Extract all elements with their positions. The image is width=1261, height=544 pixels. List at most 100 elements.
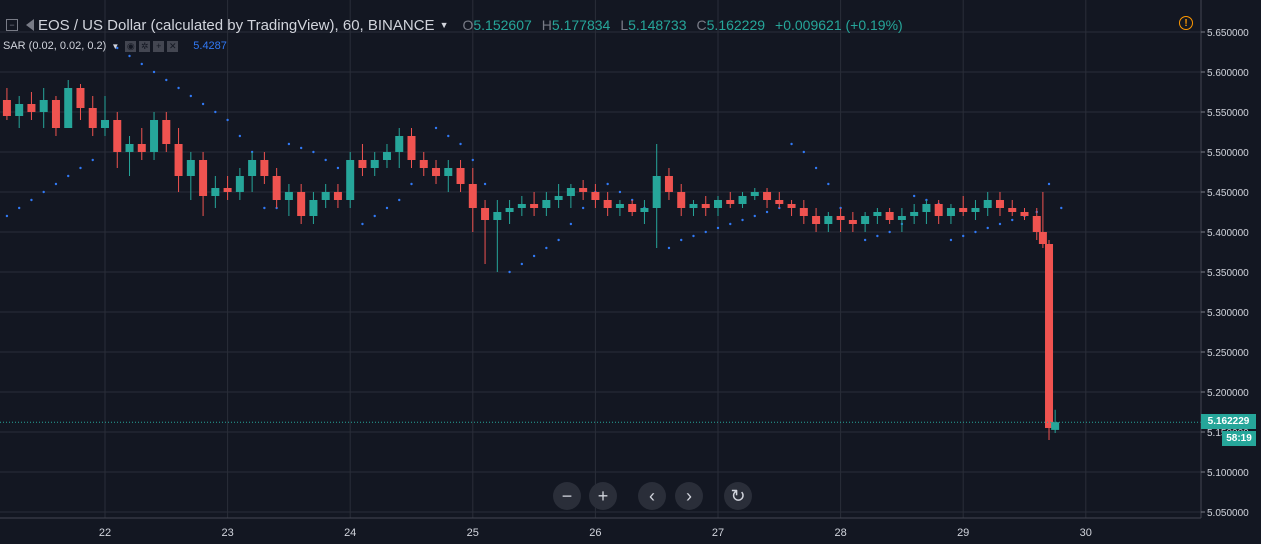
symbol-title[interactable]: EOS / US Dollar (calculated by TradingVi…	[38, 16, 435, 34]
price-tick-label: 5.500000	[1207, 148, 1249, 159]
candlestick-series	[2, 80, 1060, 440]
collapse-icon[interactable]: −	[6, 19, 18, 31]
time-tick-label: 23	[221, 527, 233, 539]
candle-down	[468, 184, 477, 208]
sar-dot	[361, 222, 364, 226]
candle-down	[677, 192, 686, 208]
sar-indicator-series	[5, 46, 1063, 274]
sar-dot	[165, 78, 168, 82]
zoom-out-button[interactable]: −	[553, 482, 581, 510]
candle-down	[432, 168, 441, 176]
zoom-in-icon: +	[597, 485, 609, 506]
sar-dot	[949, 238, 953, 242]
chevron-down-icon[interactable]: ▼	[111, 41, 120, 51]
price-tick-label: 5.250000	[1207, 348, 1249, 359]
sar-dot	[299, 146, 303, 150]
close-value: 5.162229	[706, 17, 766, 33]
candle-up	[897, 216, 906, 220]
sar-dot	[189, 94, 193, 98]
candle-down	[1032, 216, 1041, 232]
candle-up	[309, 200, 318, 216]
candle-down	[137, 144, 146, 152]
candle-up	[689, 204, 698, 208]
sar-dot	[459, 142, 462, 146]
flag-icon[interactable]	[26, 19, 34, 31]
candle-up	[395, 136, 404, 152]
candle-up	[211, 188, 220, 196]
candle-down	[260, 160, 269, 176]
candle-down	[407, 136, 416, 160]
candle-up	[615, 204, 624, 208]
indicator-value: 5.4287	[193, 40, 227, 52]
scroll-left-button[interactable]: ‹	[638, 482, 666, 510]
time-tick-label: 29	[957, 527, 969, 539]
change-readout: +0.009621 (+0.19%)	[775, 17, 903, 33]
time-tick-label: 25	[467, 527, 479, 539]
low-value: 5.148733	[628, 17, 687, 33]
scroll-left-icon: ‹	[649, 485, 655, 506]
sar-dot	[434, 126, 438, 130]
price-tick-label: 5.200000	[1207, 388, 1249, 399]
sar-dot	[704, 230, 707, 234]
candle-up	[493, 212, 502, 220]
candle-up	[284, 192, 293, 200]
candle-up	[382, 152, 391, 160]
candle-down	[628, 204, 637, 212]
close-icon[interactable]: ✕	[167, 40, 179, 52]
candle-down	[836, 216, 845, 220]
sar-dot	[152, 70, 156, 74]
candle-up	[505, 208, 514, 212]
sar-dot	[42, 190, 45, 194]
scroll-right-icon: ›	[686, 485, 692, 506]
candle-up	[15, 104, 24, 116]
gear-icon[interactable]: ✲	[139, 40, 151, 52]
plus-icon[interactable]: +	[153, 40, 165, 52]
sar-dot	[471, 158, 474, 162]
price-tick-label: 5.400000	[1207, 228, 1249, 239]
candle-down	[1045, 244, 1054, 428]
candle-down	[358, 160, 367, 168]
sar-dot	[802, 150, 806, 154]
candle-down	[959, 208, 968, 212]
sar-dot	[569, 222, 573, 226]
price-tick-label: 5.650000	[1207, 28, 1249, 39]
sar-dot	[557, 238, 560, 242]
sar-dot	[79, 166, 82, 170]
eye-icon[interactable]: ◉	[125, 40, 137, 52]
open-readout: O5.152607	[462, 17, 531, 33]
current-price-label: 5.162229	[1201, 414, 1256, 429]
close-readout: C5.162229	[697, 17, 766, 33]
sar-dot	[5, 214, 9, 218]
candle-up	[235, 176, 244, 192]
candle-up	[186, 160, 195, 176]
sar-dot	[680, 238, 683, 242]
zoom-in-button[interactable]: +	[589, 482, 617, 510]
indicator-name[interactable]: SAR (0.02, 0.02, 0.2)	[3, 40, 107, 52]
candle-up	[946, 208, 955, 216]
candle-down	[481, 208, 490, 220]
sar-dot	[226, 118, 229, 122]
time-tick-label: 28	[834, 527, 846, 539]
reset-icon: ↻	[730, 485, 746, 506]
candle-up	[861, 216, 870, 224]
candle-up	[517, 204, 526, 208]
candle-up	[554, 196, 563, 200]
indicator-legend: SAR (0.02, 0.02, 0.2) ▼ ◉ ✲ + ✕ 5.4287	[0, 37, 227, 55]
sar-dot	[716, 226, 720, 230]
candle-down	[787, 204, 796, 208]
price-tick-label: 5.550000	[1207, 108, 1249, 119]
chevron-down-icon[interactable]: ▼	[439, 20, 449, 30]
reset-chart-button[interactable]: ↻	[724, 482, 752, 510]
candle-down	[603, 200, 612, 208]
zoom-out-icon: −	[561, 485, 573, 506]
candle-down	[995, 200, 1004, 208]
candle-up	[39, 100, 48, 112]
candle-down	[88, 108, 97, 128]
candle-up	[321, 192, 330, 200]
candle-down	[591, 192, 600, 200]
scroll-right-button[interactable]: ›	[675, 482, 703, 510]
warning-icon[interactable]: !	[1179, 16, 1193, 30]
candle-down	[812, 216, 821, 224]
price-tick-label: 5.350000	[1207, 268, 1249, 279]
